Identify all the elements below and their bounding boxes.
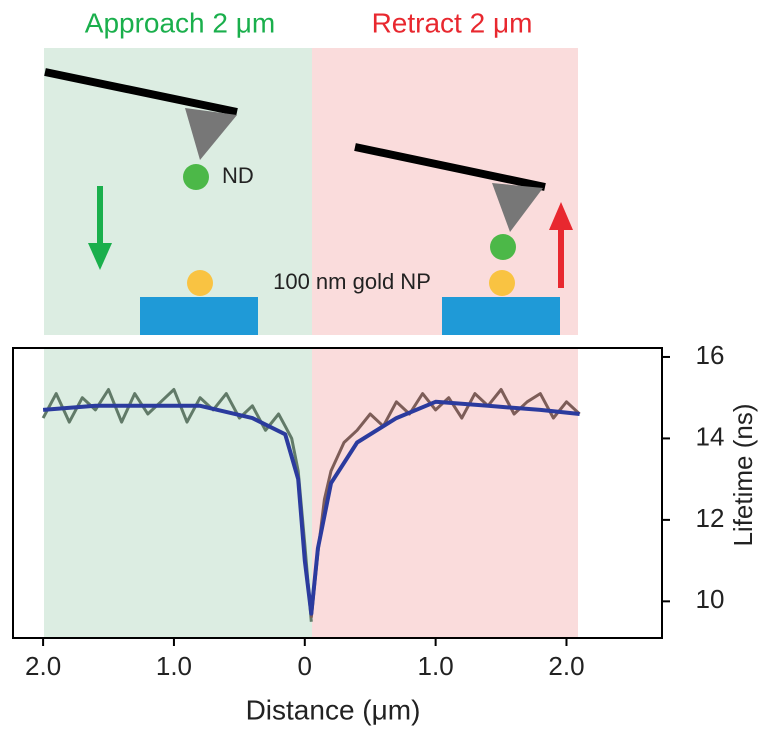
x-tick-label: 0 <box>298 651 312 681</box>
y-axis-label: Lifetime (ns) <box>728 403 758 546</box>
x-tick-label: 2.0 <box>548 651 584 681</box>
lifetime-line <box>42 399 580 616</box>
x-axis-label: Distance (μm) <box>246 694 421 725</box>
arrow-head <box>549 202 573 230</box>
cantilever <box>354 143 546 191</box>
y-tick-label: 16 <box>696 340 725 370</box>
substrate <box>442 297 560 335</box>
y-tick-label: 14 <box>696 421 725 451</box>
gold-np <box>489 270 515 296</box>
approach-title: Approach 2 μm <box>85 7 275 38</box>
lifetime-line <box>309 388 581 618</box>
x-tick-label: 1.0 <box>418 651 454 681</box>
y-tick-label: 10 <box>696 584 725 614</box>
cantilever <box>44 68 238 116</box>
x-tick-label: 2.0 <box>25 651 61 681</box>
nanodiamond <box>490 234 516 260</box>
gold-label: 100 nm gold NP <box>273 269 431 294</box>
x-tick-label: 1.0 <box>156 651 192 681</box>
gold-np <box>187 270 213 296</box>
tip <box>492 183 543 232</box>
y-tick-label: 12 <box>696 503 725 533</box>
retract-shade <box>312 348 578 638</box>
approach-shade <box>44 348 312 638</box>
arrow-head <box>88 243 112 270</box>
nanodiamond <box>183 164 209 190</box>
retract-title: Retract 2 μm <box>372 7 533 38</box>
tip <box>185 108 237 160</box>
nd-label: ND <box>222 163 254 188</box>
substrate <box>140 297 258 335</box>
plot-frame <box>12 347 663 639</box>
approach-shade <box>44 48 312 335</box>
